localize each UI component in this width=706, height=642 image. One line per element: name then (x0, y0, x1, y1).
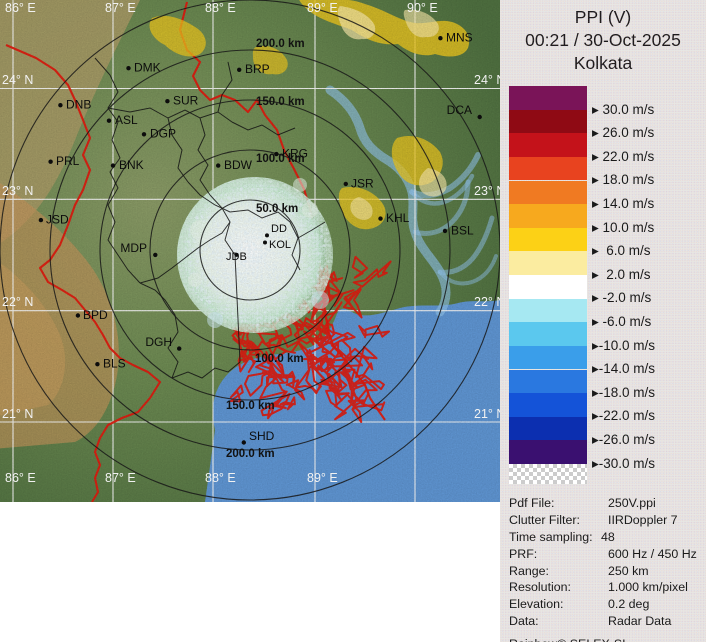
svg-text:BLS: BLS (103, 357, 126, 371)
svg-text:200.0 km: 200.0 km (256, 38, 305, 50)
svg-text:DD: DD (271, 223, 287, 235)
svg-text:JSD: JSD (46, 213, 69, 227)
svg-text:KRG: KRG (282, 147, 308, 161)
svg-text:BRP: BRP (245, 62, 270, 76)
svg-text:24° N: 24° N (2, 73, 33, 87)
svg-text:86° E: 86° E (5, 471, 36, 485)
svg-text:DMK: DMK (134, 61, 161, 75)
svg-text:90° E: 90° E (407, 1, 438, 15)
svg-text:PRL: PRL (56, 154, 80, 168)
svg-text:DNB: DNB (66, 98, 91, 112)
svg-text:22° N: 22° N (474, 295, 500, 309)
svg-text:150.0 km: 150.0 km (256, 96, 305, 108)
svg-text:88° E: 88° E (205, 471, 236, 485)
svg-text:DGP: DGP (150, 127, 176, 141)
svg-text:150.0 km: 150.0 km (226, 400, 275, 412)
svg-text:KHL: KHL (386, 211, 410, 225)
svg-text:24° N: 24° N (474, 73, 500, 87)
svg-text:BNK: BNK (119, 158, 144, 172)
svg-text:89° E: 89° E (307, 471, 338, 485)
svg-text:ASL: ASL (115, 113, 138, 127)
svg-text:87° E: 87° E (105, 1, 136, 15)
svg-text:MDP: MDP (120, 241, 147, 255)
svg-text:21° N: 21° N (2, 407, 33, 421)
svg-text:89° E: 89° E (307, 1, 338, 15)
svg-text:BPD: BPD (83, 308, 108, 322)
svg-text:JDB: JDB (226, 251, 247, 263)
svg-text:22° N: 22° N (2, 295, 33, 309)
svg-text:BSL: BSL (451, 224, 474, 238)
svg-text:88° E: 88° E (205, 1, 236, 15)
svg-text:23° N: 23° N (474, 184, 500, 198)
svg-text:MNS: MNS (446, 31, 473, 45)
svg-text:50.0 km: 50.0 km (256, 203, 298, 215)
svg-text:SHD: SHD (249, 429, 275, 443)
svg-text:BDW: BDW (224, 158, 253, 172)
svg-text:87° E: 87° E (105, 471, 136, 485)
svg-text:SUR: SUR (173, 94, 199, 108)
svg-text:DGH: DGH (145, 335, 172, 349)
svg-text:DCA: DCA (447, 103, 472, 117)
svg-text:200.0 km: 200.0 km (226, 448, 275, 460)
svg-text:JSR: JSR (351, 177, 374, 191)
svg-text:KOL: KOL (269, 239, 291, 251)
svg-text:100.0 km: 100.0 km (255, 353, 304, 365)
svg-text:23° N: 23° N (2, 184, 33, 198)
svg-text:86° E: 86° E (5, 1, 36, 15)
svg-text:21° N: 21° N (474, 407, 500, 421)
